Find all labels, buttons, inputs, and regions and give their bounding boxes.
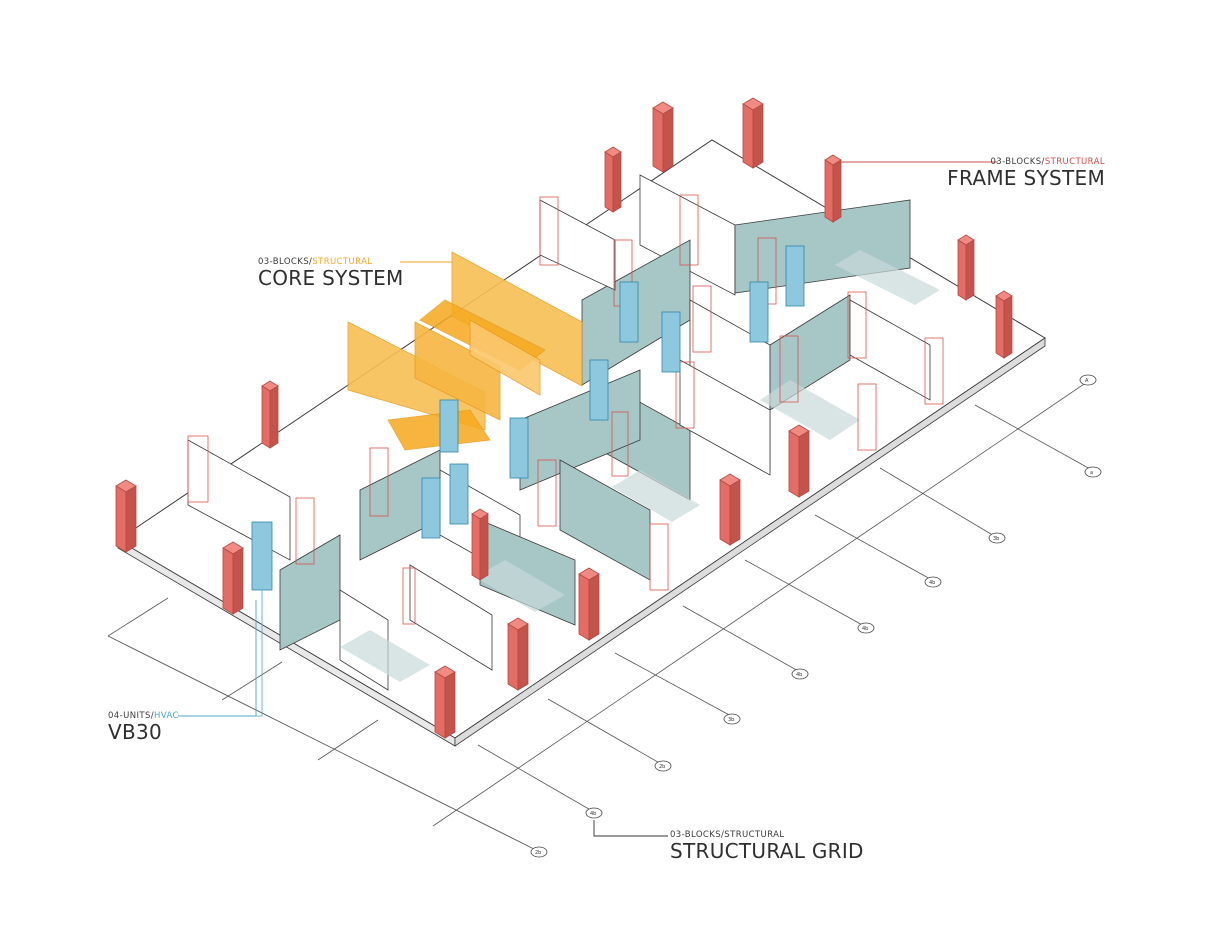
column: [604, 146, 622, 213]
bubble-label: 2b: [659, 764, 665, 770]
hvac-category-highlight: HVAC: [154, 711, 179, 721]
frame-category-highlight: STRUCTURAL: [1044, 157, 1105, 167]
grid-category: 03-BLOCKS/STRUCTURAL: [670, 830, 864, 840]
column: [719, 473, 741, 546]
bubble-label: 3b: [728, 717, 734, 723]
core-category: 03-BLOCKS/STRUCTURAL: [258, 257, 404, 267]
hvac-category: 04-UNITS/HVAC: [108, 711, 179, 721]
floor-shadows: [340, 250, 940, 682]
grid-bubble-labels: A a 3b 4b 4b 4b 3b 2b 4b 2b: [535, 378, 1093, 856]
column: [652, 101, 674, 173]
grid-category-prefix: 03-BLOCKS/STRUCTURAL: [670, 830, 785, 840]
bubble-label: 2b: [535, 850, 541, 856]
hvac-callout: 04-UNITS/HVAC VB30: [108, 711, 179, 743]
bubble-label: A: [1085, 378, 1089, 384]
column-outline: [187, 194, 944, 625]
frame-title: FRAME SYSTEM: [947, 166, 1105, 190]
bubble-label: 3b: [993, 536, 999, 542]
column: [957, 234, 975, 301]
callout-leaders: [178, 161, 998, 837]
grid-title: STRUCTURAL GRID: [670, 839, 864, 863]
bubble-label: 4b: [862, 626, 868, 632]
column: [471, 508, 489, 581]
hvac-title: VB30: [108, 720, 163, 744]
bubble-label: a: [1090, 470, 1093, 476]
bubble-label: 4b: [796, 672, 802, 678]
column: [824, 154, 842, 223]
frame-columns: [115, 97, 1013, 739]
frame-system-callout: 03-BLOCKS/STRUCTURAL FRAME SYSTEM: [947, 157, 1105, 189]
column: [507, 617, 529, 691]
hvac-category-prefix: 04-UNITS/: [108, 711, 155, 721]
core-category-highlight: STRUCTURAL: [312, 257, 373, 267]
column: [788, 424, 810, 498]
bubble-label: 4b: [929, 580, 935, 586]
column: [222, 541, 244, 615]
core-title: CORE SYSTEM: [258, 266, 404, 290]
grid-bubbles: [530, 374, 1102, 858]
structural-grid-callout: 03-BLOCKS/STRUCTURAL STRUCTURAL GRID: [670, 830, 864, 862]
column: [434, 665, 456, 739]
core-category-prefix: 03-BLOCKS/: [258, 257, 313, 267]
frame-category-prefix: 03-BLOCKS/: [990, 157, 1045, 167]
column: [995, 290, 1013, 359]
core-system-callout: 03-BLOCKS/STRUCTURAL CORE SYSTEM: [258, 257, 404, 289]
hvac-units: [251, 245, 805, 717]
core-system: [347, 251, 583, 451]
structural-grid-lines: [107, 379, 1093, 853]
column: [261, 380, 279, 449]
column: [742, 97, 764, 169]
frame-category: 03-BLOCKS/STRUCTURAL: [947, 157, 1105, 167]
column: [115, 479, 137, 553]
column: [578, 567, 600, 641]
bubble-label: 4b: [590, 811, 596, 817]
